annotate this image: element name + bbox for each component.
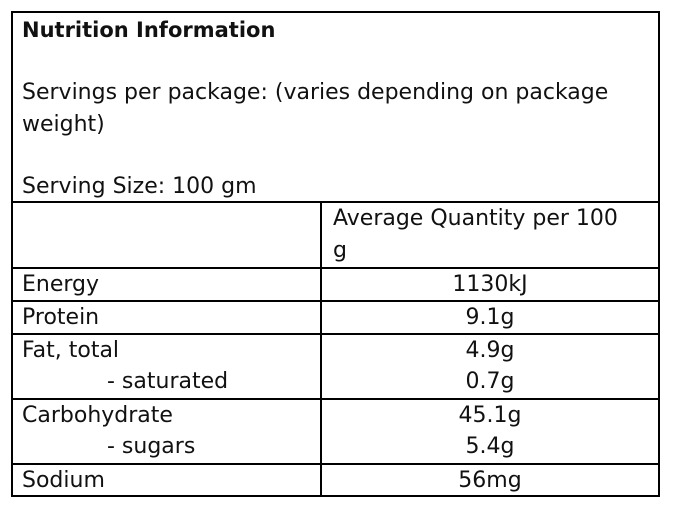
nutrient-label: Protein bbox=[22, 305, 100, 330]
nutrient-row: Fat, total 4.9g - saturated 0.7g bbox=[13, 333, 658, 399]
sub-nutrient-label: - saturated bbox=[107, 369, 229, 394]
sub-nutrient-label: - sugars bbox=[107, 434, 196, 459]
nutrient-value: 9.1g bbox=[465, 305, 515, 330]
sub-nutrient-value: 0.7g bbox=[465, 369, 515, 394]
nutrient-label: Carbohydrate bbox=[22, 403, 173, 428]
nutrient-row: Energy 1130kJ bbox=[13, 267, 658, 301]
nutrient-value: 4.9g bbox=[465, 338, 515, 363]
nutrient-label: Fat, total bbox=[22, 338, 120, 363]
nutrient-row: Sodium 56mg bbox=[13, 463, 658, 497]
nutrient-value: 45.1g bbox=[458, 403, 522, 428]
servings-per-package: Servings per package: (varies depending … bbox=[22, 80, 609, 137]
sub-nutrient-value: 5.4g bbox=[465, 434, 515, 459]
nutrient-row: Protein 9.1g bbox=[13, 300, 658, 334]
nutrient-label: Sodium bbox=[22, 468, 105, 493]
nutrient-value: 56mg bbox=[458, 468, 522, 493]
nutrient-label: Energy bbox=[22, 272, 100, 297]
column-header: Average Quantity per 100 g bbox=[333, 206, 618, 263]
nutrition-panel: Nutrition Information Servings per packa… bbox=[11, 11, 660, 497]
panel-header: Nutrition Information Servings per packa… bbox=[13, 13, 658, 203]
serving-size: Serving Size: 100 gm bbox=[22, 174, 257, 199]
title: Nutrition Information bbox=[22, 18, 276, 42]
nutrient-row: Carbohydrate 45.1g - sugars 5.4g bbox=[13, 398, 658, 464]
nutrient-value: 1130kJ bbox=[452, 272, 528, 297]
column-divider bbox=[320, 201, 322, 495]
